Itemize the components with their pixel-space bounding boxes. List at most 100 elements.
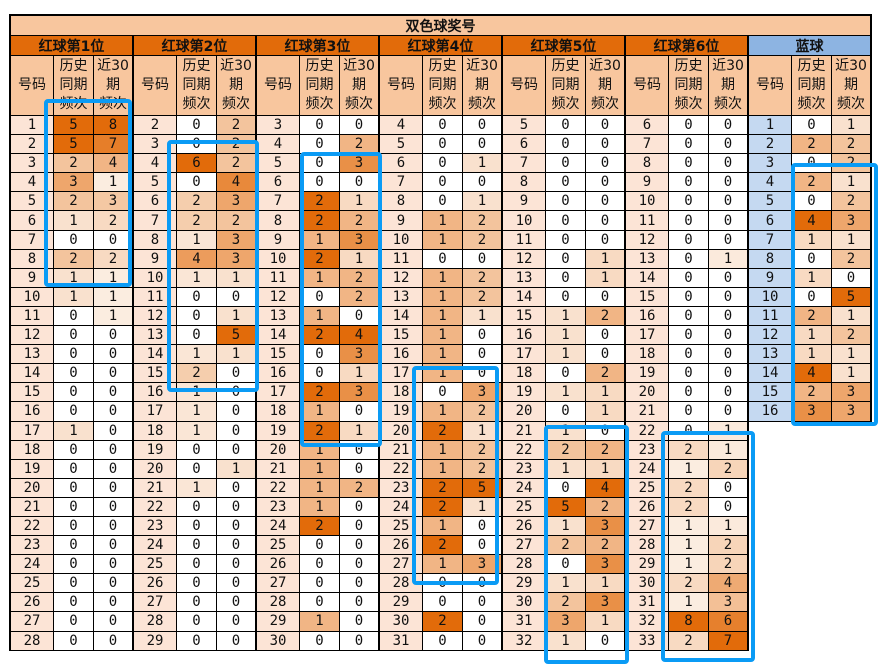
ball-number: 7 [380,173,423,193]
ball-number: 21 [134,478,177,498]
history-frequency: 0 [669,211,709,231]
recent30-frequency: 2 [832,154,872,174]
history-frequency: 2 [792,383,832,403]
history-frequency: 1 [546,345,586,365]
ball-number: 15 [503,306,546,327]
recent30-frequency: 2 [463,211,503,231]
recent30-frequency: 2 [340,478,380,498]
recent30-frequency: 1 [463,421,503,441]
ball-number: 9 [11,268,54,288]
history-frequency: 0 [300,536,340,556]
ball-number: 21 [626,402,669,422]
recent30-frequency: 0 [217,478,257,498]
recent30-frequency: 2 [94,211,134,231]
ball-number: 6 [134,192,177,212]
recent30-frequency: 2 [94,249,134,269]
recent30-frequency: 0 [94,459,134,479]
lottery-frequency-table: 双色球奖号 红球第1位 号码 历史 同期 频次 近30 期 频次 1 5 8 2 5 7 3 2 4 4 3 1… [9,14,872,651]
recent30-frequency: 1 [217,345,257,365]
ball-number: 25 [503,497,546,517]
history-frequency: 0 [669,173,709,193]
recent30-frequency: 0 [94,593,134,613]
ball-number: 5 [11,192,54,212]
history-frequency: 0 [669,230,709,250]
ball-number: 6 [380,154,423,174]
recent30-frequency: 2 [709,555,749,575]
history-frequency: 0 [177,287,217,307]
ball-number: 6 [626,116,669,136]
history-frequency: 0 [423,593,463,613]
history-frequency: 0 [546,555,586,575]
ball-number: 25 [626,478,669,498]
history-frequency: 1 [792,345,832,365]
ball-number: 9 [503,192,546,212]
recent30-frequency: 2 [832,192,872,212]
ball-number: 8 [11,249,54,269]
recent30-frequency: 1 [340,192,380,212]
history-frequency: 0 [792,154,832,174]
history-frequency: 6 [177,154,217,174]
recent30-frequency: 0 [586,192,626,212]
history-frequency: 1 [669,516,709,537]
ball-number: 3 [749,154,792,174]
recent30-frequency: 6 [709,612,749,632]
history-frequency: 1 [792,268,832,288]
history-frequency: 2 [54,192,94,212]
empty-cell [749,555,872,575]
history-frequency: 1 [423,306,463,327]
ball-number: 10 [749,287,792,307]
recent30-frequency: 0 [217,287,257,307]
ball-number: 24 [503,478,546,498]
ball-number: 22 [11,516,54,537]
recent30-frequency: 0 [94,402,134,422]
ball-number: 18 [380,383,423,403]
recent30-frequency: 0 [340,440,380,460]
empty-cell [749,631,872,651]
recent30-frequency: 0 [463,593,503,613]
recent30-frequency: 0 [586,230,626,250]
recent30-frequency: 0 [709,497,749,517]
history-frequency: 1 [300,306,340,327]
history-frequency: 0 [54,536,94,556]
history-frequency: 0 [669,383,709,403]
group-header: 蓝球 [749,36,872,56]
ball-number: 13 [134,326,177,346]
history-frequency: 0 [669,287,709,307]
ball-number: 7 [749,230,792,250]
history-frequency: 0 [54,516,94,537]
ball-number: 9 [257,230,300,250]
ball-number: 8 [626,154,669,174]
column-header-recent30: 近30 期 频次 [463,56,503,116]
ball-number: 30 [626,574,669,594]
history-frequency: 1 [423,459,463,479]
history-frequency: 1 [300,402,340,422]
ball-number: 12 [134,306,177,327]
recent30-frequency: 1 [217,306,257,327]
history-frequency: 0 [423,116,463,136]
ball-number: 20 [503,402,546,422]
history-frequency: 0 [546,364,586,384]
recent30-frequency: 3 [832,402,872,422]
history-frequency: 0 [546,154,586,174]
recent30-frequency: 0 [94,478,134,498]
recent30-frequency: 0 [217,364,257,384]
history-frequency: 0 [423,173,463,193]
history-frequency: 0 [423,135,463,155]
history-frequency: 2 [300,192,340,212]
recent30-frequency: 1 [832,306,872,327]
history-frequency: 0 [669,135,709,155]
history-frequency: 0 [546,135,586,155]
column-header-recent30: 近30 期 频次 [94,56,134,116]
recent30-frequency: 2 [463,459,503,479]
recent30-frequency: 1 [586,459,626,479]
history-frequency: 0 [54,345,94,365]
history-frequency: 2 [669,497,709,517]
recent30-frequency: 0 [94,421,134,441]
ball-number: 18 [257,402,300,422]
group-header: 红球第3位 [257,36,380,56]
history-frequency: 0 [669,345,709,365]
ball-number: 26 [626,497,669,517]
recent30-frequency: 1 [832,116,872,136]
ball-number: 7 [503,154,546,174]
recent30-frequency: 1 [463,497,503,517]
